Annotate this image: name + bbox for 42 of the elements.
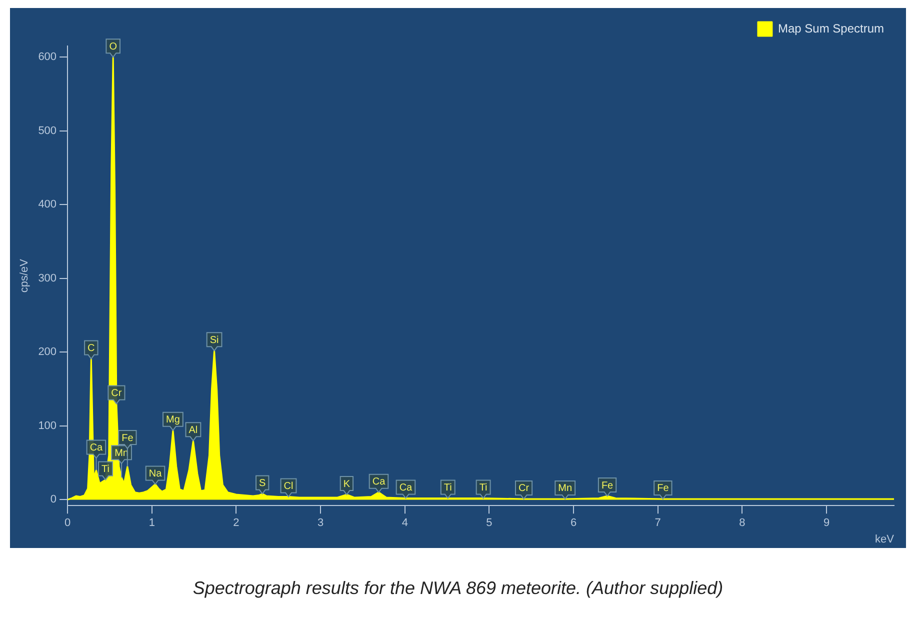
x-tick-label: 1 bbox=[148, 517, 155, 530]
annotation: Cr bbox=[518, 483, 530, 494]
x-tick-label: 8 bbox=[739, 517, 746, 530]
y-tick-label: 500 bbox=[38, 124, 57, 137]
annotation: Ti bbox=[444, 482, 452, 494]
x-tick-label: 4 bbox=[402, 517, 408, 530]
x-axis-title: keV bbox=[875, 533, 895, 546]
annotation: O bbox=[109, 41, 118, 52]
annotation: Ca bbox=[90, 442, 104, 454]
annotation: Cl bbox=[284, 480, 294, 492]
y-tick-label: 300 bbox=[38, 272, 57, 284]
legend-label: Map Sum Spectrum bbox=[778, 21, 884, 36]
annotation: Ca bbox=[399, 482, 413, 494]
annotation: Ca bbox=[372, 476, 386, 488]
annotation: C bbox=[88, 343, 95, 354]
x-tick-label: 0 bbox=[64, 517, 71, 530]
x-tick-label: 7 bbox=[654, 517, 661, 530]
y-tick-label: 600 bbox=[38, 51, 57, 64]
annotation: K bbox=[343, 478, 350, 490]
annotation: S bbox=[259, 478, 266, 490]
annotation: Mn bbox=[558, 483, 572, 494]
x-tick-label: 9 bbox=[823, 517, 830, 530]
annotation: Fe bbox=[122, 432, 134, 444]
text: Spectrograph results for the NWA 869 meteorite. (Author supplied) bbox=[192, 578, 724, 599]
x-tick-label: 3 bbox=[317, 517, 324, 530]
y-tick-label: 0 bbox=[50, 494, 57, 506]
y-tick-label: 200 bbox=[38, 346, 57, 358]
annotation: Mg bbox=[166, 414, 180, 426]
x-tick-label: 2 bbox=[233, 517, 240, 530]
x-tick-label: 6 bbox=[570, 517, 577, 530]
y-axis-title: cps/eV bbox=[18, 258, 31, 293]
annotation: Ti bbox=[479, 482, 488, 494]
annotation: Na bbox=[148, 468, 162, 480]
annotation: Fe bbox=[657, 483, 670, 494]
annotation: Fe bbox=[601, 480, 614, 492]
annotation: Ti bbox=[102, 464, 110, 476]
y-tick-label: 100 bbox=[38, 420, 57, 432]
x-tick-label: 5 bbox=[486, 517, 492, 530]
annotation: Si bbox=[210, 334, 219, 346]
annotation: Al bbox=[188, 424, 198, 436]
annotation: Cr bbox=[111, 388, 122, 400]
y-tick-label: 400 bbox=[38, 198, 57, 211]
